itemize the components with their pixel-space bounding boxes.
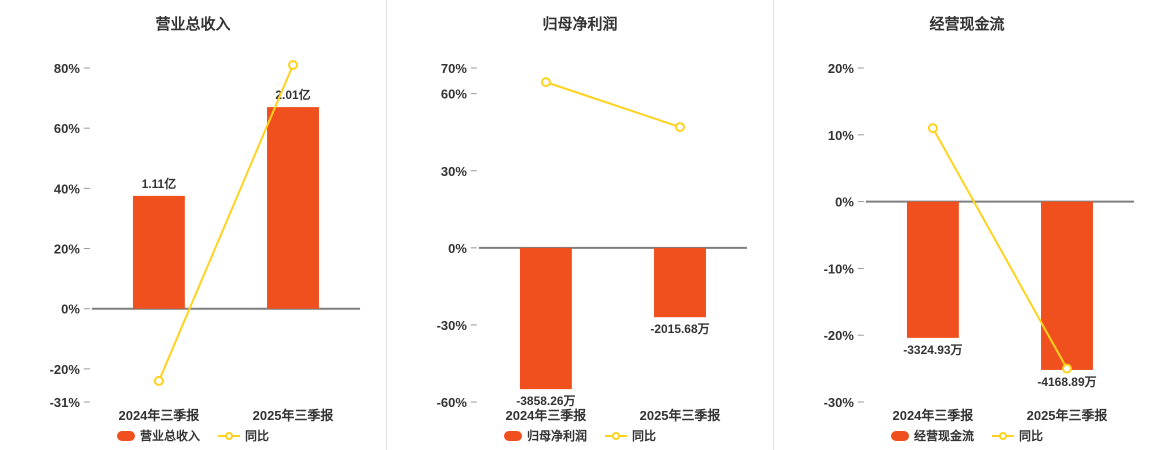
series-bar xyxy=(519,247,572,390)
line-marker-dot-icon xyxy=(225,431,233,440)
bar-series-swatch-icon xyxy=(890,430,909,441)
line-marker-dot-icon xyxy=(612,431,620,440)
chart-title-revenue: 营业总收入 xyxy=(155,16,231,33)
legend-item-line-series[interactable]: 同比 xyxy=(605,427,656,444)
yoy-line xyxy=(157,64,294,382)
series-bar xyxy=(1041,201,1093,370)
series-bar xyxy=(132,195,185,309)
series-bar xyxy=(906,201,959,338)
revenue-chart-plot: 80% 60% 40% 20% 0% -20% -31% 1.11亿 2.01亿 2024年三季报… xyxy=(50,59,361,423)
y-tick-label: -30% xyxy=(437,318,468,333)
line-series-swatch-icon xyxy=(218,431,240,440)
legend-line-label: 同比 xyxy=(632,429,657,443)
bar-value-label: -3858.26万 xyxy=(516,394,575,408)
legend-bar-label: 经营现金流 xyxy=(913,429,974,443)
yoy-line-marker xyxy=(927,123,938,134)
bar-value-label: -3324.93万 xyxy=(903,343,962,357)
revenue-chart-panel: 营业总收入 80% 60% 40% 20% 0% -20% -31% 1.11亿 2.01亿 20… xyxy=(0,0,386,450)
chart-legend: 经营现金流 同比 xyxy=(774,427,1160,444)
bar-series-swatch-icon xyxy=(116,430,135,441)
y-tick-label: 60% xyxy=(54,121,80,136)
legend-line-label: 同比 xyxy=(1019,429,1044,443)
y-tick-label: -20% xyxy=(50,362,81,377)
bar-value-label: 2.01亿 xyxy=(275,87,310,102)
y-tick-label: 0% xyxy=(448,241,467,256)
y-tick-label: 10% xyxy=(828,128,854,143)
x-category-label: 2025年三季报 xyxy=(640,408,721,423)
x-category-label: 2025年三季报 xyxy=(253,408,334,423)
series-bar xyxy=(267,107,319,309)
legend-bar-label: 营业总收入 xyxy=(139,429,200,443)
legend-item-line-series[interactable]: 同比 xyxy=(218,427,269,444)
legend-line-label: 同比 xyxy=(245,429,270,443)
y-tick-label: -31% xyxy=(50,395,81,410)
y-tick-label: -30% xyxy=(824,395,855,410)
y-tick-label: -10% xyxy=(824,261,855,276)
yoy-line xyxy=(545,81,681,129)
yoy-line xyxy=(932,127,1068,370)
x-category-label: 2024年三季报 xyxy=(893,408,974,423)
legend-item-line-series[interactable]: 同比 xyxy=(992,427,1043,444)
bar-series-swatch-icon xyxy=(503,430,522,441)
line-series-swatch-icon xyxy=(605,431,627,440)
cash-flow-chart-plot: 20% 10% 0% -10% -20% -30% -3324.93万 -4168.89万 20… xyxy=(824,61,1135,423)
bar-value-label: 1.11亿 xyxy=(142,176,177,191)
x-category-label: 2024年三季报 xyxy=(119,408,200,423)
y-tick-label: 30% xyxy=(441,164,467,179)
x-category-label: 2024年三季报 xyxy=(506,408,587,423)
y-tick-label: 20% xyxy=(828,61,854,76)
legend-item-bar-series[interactable]: 归母净利润 xyxy=(503,427,587,444)
chart-legend: 归母净利润 同比 xyxy=(387,427,773,444)
series-bar xyxy=(654,247,706,318)
y-tick-label: 20% xyxy=(54,242,80,257)
y-tick-label: -20% xyxy=(824,328,855,343)
chart-title-cash-flow: 经营现金流 xyxy=(929,16,1005,33)
cash-flow-chart-panel: 经营现金流 20% 10% 0% -10% -20% -30% -3324.93万 -4168… xyxy=(773,0,1160,450)
y-tick-label: -60% xyxy=(437,395,468,410)
yoy-line-marker xyxy=(153,375,164,386)
net-profit-chart-plot: 70% 60% 30% 0% -30% -60% -3858.26万 -2015.68万 202… xyxy=(437,61,748,423)
line-marker-dot-icon xyxy=(999,431,1007,440)
line-series-swatch-icon xyxy=(992,431,1014,440)
bar-value-label: -2015.68万 xyxy=(650,322,709,336)
y-tick-label: 0% xyxy=(61,302,80,317)
y-tick-label: 60% xyxy=(441,87,467,102)
bar-value-label: -4168.89万 xyxy=(1037,375,1096,389)
yoy-line-marker xyxy=(675,122,685,133)
chart-title-net-profit: 归母净利润 xyxy=(542,16,618,33)
legend-item-bar-series[interactable]: 经营现金流 xyxy=(890,427,974,444)
y-tick-label: 70% xyxy=(441,61,467,76)
yoy-line-marker xyxy=(1062,363,1072,374)
chart-legend: 营业总收入 同比 xyxy=(0,427,386,444)
y-tick-label: 40% xyxy=(54,181,80,196)
legend-item-bar-series[interactable]: 营业总收入 xyxy=(116,427,200,444)
yoy-line-marker xyxy=(288,59,298,70)
y-tick-label: 80% xyxy=(54,61,80,76)
x-category-label: 2025年三季报 xyxy=(1027,408,1108,423)
net-profit-chart-panel: 归母净利润 70% 60% 30% 0% -30% -60% -3858.26万 -2015.… xyxy=(386,0,773,450)
y-tick-label: 0% xyxy=(835,195,854,210)
yoy-line-marker xyxy=(540,77,551,88)
legend-bar-label: 归母净利润 xyxy=(526,429,587,443)
